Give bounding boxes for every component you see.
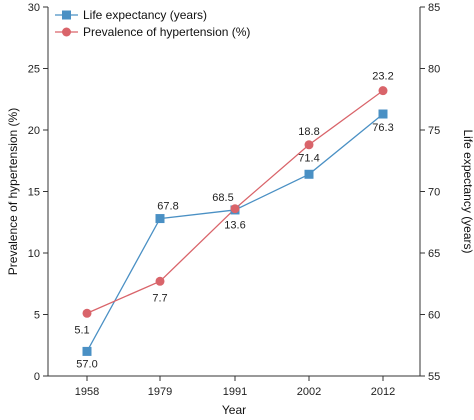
left-tick-label: 15: [28, 187, 40, 199]
x-tick-label: 1958: [75, 386, 99, 398]
hypertension-data-label: 18.8: [298, 126, 319, 138]
legend-hypertension-marker: [62, 27, 71, 37]
right-tick-label: 75: [428, 125, 440, 137]
x-axis-title: Year: [222, 403, 246, 417]
hypertension-point: [304, 140, 314, 150]
left-tick-label: 25: [28, 64, 40, 76]
right-tick-label: 70: [428, 187, 440, 199]
life-expectancy-point: [378, 109, 388, 119]
legend-hypertension-label: Prevalence of hypertension (%): [83, 25, 250, 39]
x-tick-label: 1991: [223, 386, 247, 398]
legend-life-expectancy-marker: [62, 10, 71, 20]
right-tick-label: 80: [428, 64, 440, 76]
left-tick-label: 5: [34, 310, 40, 322]
life-expectancy-data-label: 67.8: [157, 201, 178, 213]
right-tick-label: 60: [428, 310, 440, 322]
hypertension-point: [82, 308, 92, 318]
hypertension-point: [155, 276, 165, 286]
life-expectancy-data-label: 57.0: [76, 358, 97, 370]
data-labels: 57.0 67.8 68.5 71.4 76.3 5.1 7.7 13.6 18.8 23.2: [74, 71, 393, 371]
hypertension-point: [230, 204, 240, 214]
x-tick-label: 2002: [297, 386, 321, 398]
life-expectancy-data-label: 76.3: [372, 122, 393, 134]
left-tick-label: 10: [28, 248, 40, 260]
right-tick-label: 55: [428, 371, 440, 383]
life-expectancy-point: [155, 214, 165, 224]
hypertension-data-label: 23.2: [372, 71, 393, 83]
life-expectancy-point: [304, 169, 314, 179]
right-tick-label: 85: [428, 2, 440, 14]
left-tick-label: 30: [28, 2, 40, 14]
right-axis-title: Life expectancy (years): [461, 129, 474, 253]
hypertension-data-label: 13.6: [224, 220, 245, 232]
axes: 0 5 10 15 20 25 30 55 60 65 70 75 80 85 1958 1979 1991 20…: [6, 2, 474, 417]
x-tick-label: 1979: [148, 386, 172, 398]
hypertension-data-label: 5.1: [74, 324, 89, 336]
legend-life-expectancy-label: Life expectancy (years): [83, 8, 207, 22]
left-axis-title: Prevalence of hypertension (%): [6, 108, 20, 275]
series-markers: [82, 86, 388, 356]
life-expectancy-line: [86, 113, 384, 352]
life-expectancy-data-label: 68.5: [212, 192, 233, 204]
hypertension-data-label: 7.7: [152, 292, 167, 304]
hypertension-point: [378, 86, 388, 96]
hypertension-line: [86, 90, 384, 314]
x-tick-label: 2012: [371, 386, 395, 398]
left-tick-label: 20: [28, 125, 40, 137]
left-tick-label: 0: [34, 371, 40, 383]
life-expectancy-point: [82, 346, 92, 356]
right-tick-label: 65: [428, 248, 440, 260]
life-expectancy-data-label: 71.4: [298, 152, 319, 164]
legend: Life expectancy (years) Prevalence of hyp…: [55, 8, 250, 39]
